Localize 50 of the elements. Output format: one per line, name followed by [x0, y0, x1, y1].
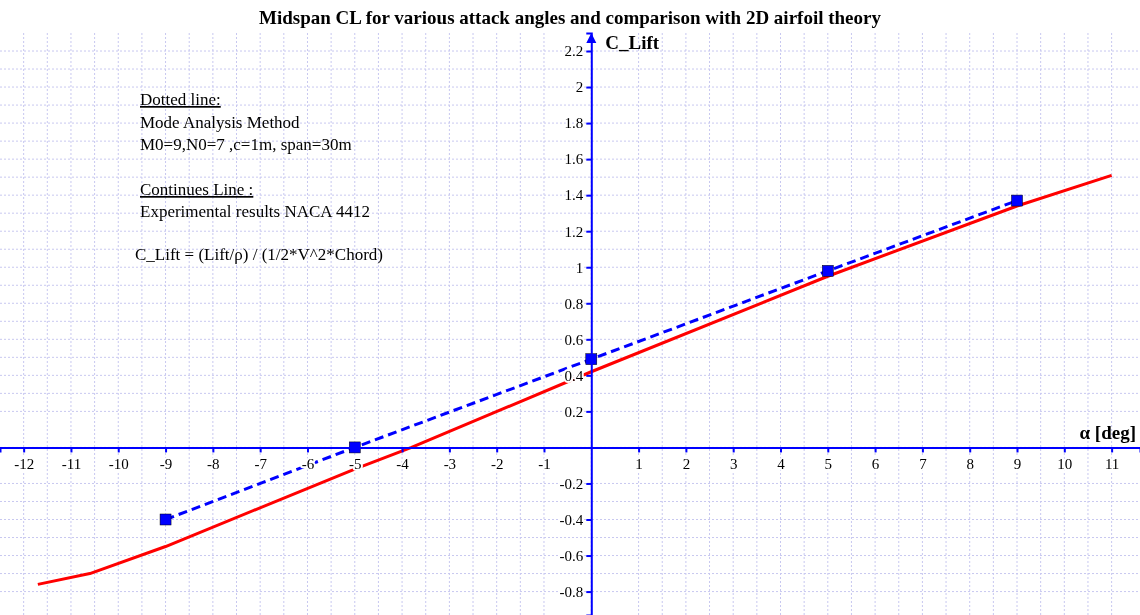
y-tick-label: -0.8 [559, 583, 584, 600]
x-tick-label: 2 [682, 455, 691, 472]
x-tick-label: -5 [349, 455, 362, 472]
x-tick-label: 7 [919, 455, 928, 472]
x-tick-label: 11 [1104, 455, 1120, 472]
x-tick-label: -7 [254, 455, 268, 472]
y-tick-label: 1 [575, 259, 584, 276]
y-tick-label: 2 [575, 79, 584, 96]
annotation: Dotted line: [140, 90, 221, 109]
point [822, 265, 834, 277]
y-tick-label: 1.4 [564, 187, 584, 204]
x-tick-label: 6 [871, 455, 880, 472]
x-tick-label: -8 [207, 455, 220, 472]
y-axis-title: C_Lift [605, 32, 660, 53]
annotation: Continues Line : [140, 180, 254, 199]
x-tick-label: 5 [824, 455, 833, 472]
x-tick-label: 3 [729, 455, 738, 472]
x-tick-label: 8 [966, 455, 974, 472]
y-tick-label: -0.2 [559, 475, 584, 492]
chart-title: Midspan CL for various attack angles and comparison with 2D airfoil theory [259, 7, 882, 28]
point [1011, 194, 1023, 207]
annotation: M0=9,N0=7 ,c=1m, span=30m [140, 135, 352, 154]
y-tick-label: 1.8 [564, 115, 584, 132]
x-tick-label: -1 [538, 455, 551, 472]
point [585, 353, 598, 365]
x-tick-label: -11 [61, 455, 82, 472]
y-tick-label: -0.4 [559, 511, 584, 528]
x-tick-label: -4 [396, 455, 410, 472]
x-tick-label: 4 [777, 455, 786, 472]
x-tick-label: 9 [1013, 455, 1022, 472]
y-tick-label: 1.6 [564, 151, 584, 168]
x-tick-label: -3 [443, 455, 457, 472]
x-tick-label: 1 [635, 455, 643, 472]
y-tick-label: 1.2 [564, 223, 584, 240]
y-tick-label: 2.2 [564, 43, 584, 60]
annotation: Mode Analysis Method [140, 113, 301, 132]
y-tick-label: -0.6 [559, 547, 584, 564]
y-tick-label: 0.8 [564, 295, 584, 312]
point [349, 441, 361, 454]
x-tick-label: -9 [159, 455, 173, 472]
x-axis-title: α [deg] [1079, 422, 1136, 444]
point [159, 513, 172, 526]
annotation: C_Lift = (Lift/ρ) / (1/2*V^2*Chord) [135, 245, 383, 264]
y-tick-label: 0.2 [564, 403, 584, 420]
x-tick-label: -10 [108, 455, 129, 472]
y-tick-label: 0.6 [564, 331, 584, 348]
x-tick-label: -2 [490, 455, 504, 472]
x-tick-label: -12 [14, 455, 35, 472]
x-tick-label: 10 [1057, 455, 1073, 472]
annotation: Experimental results NACA 4412 [140, 202, 370, 221]
